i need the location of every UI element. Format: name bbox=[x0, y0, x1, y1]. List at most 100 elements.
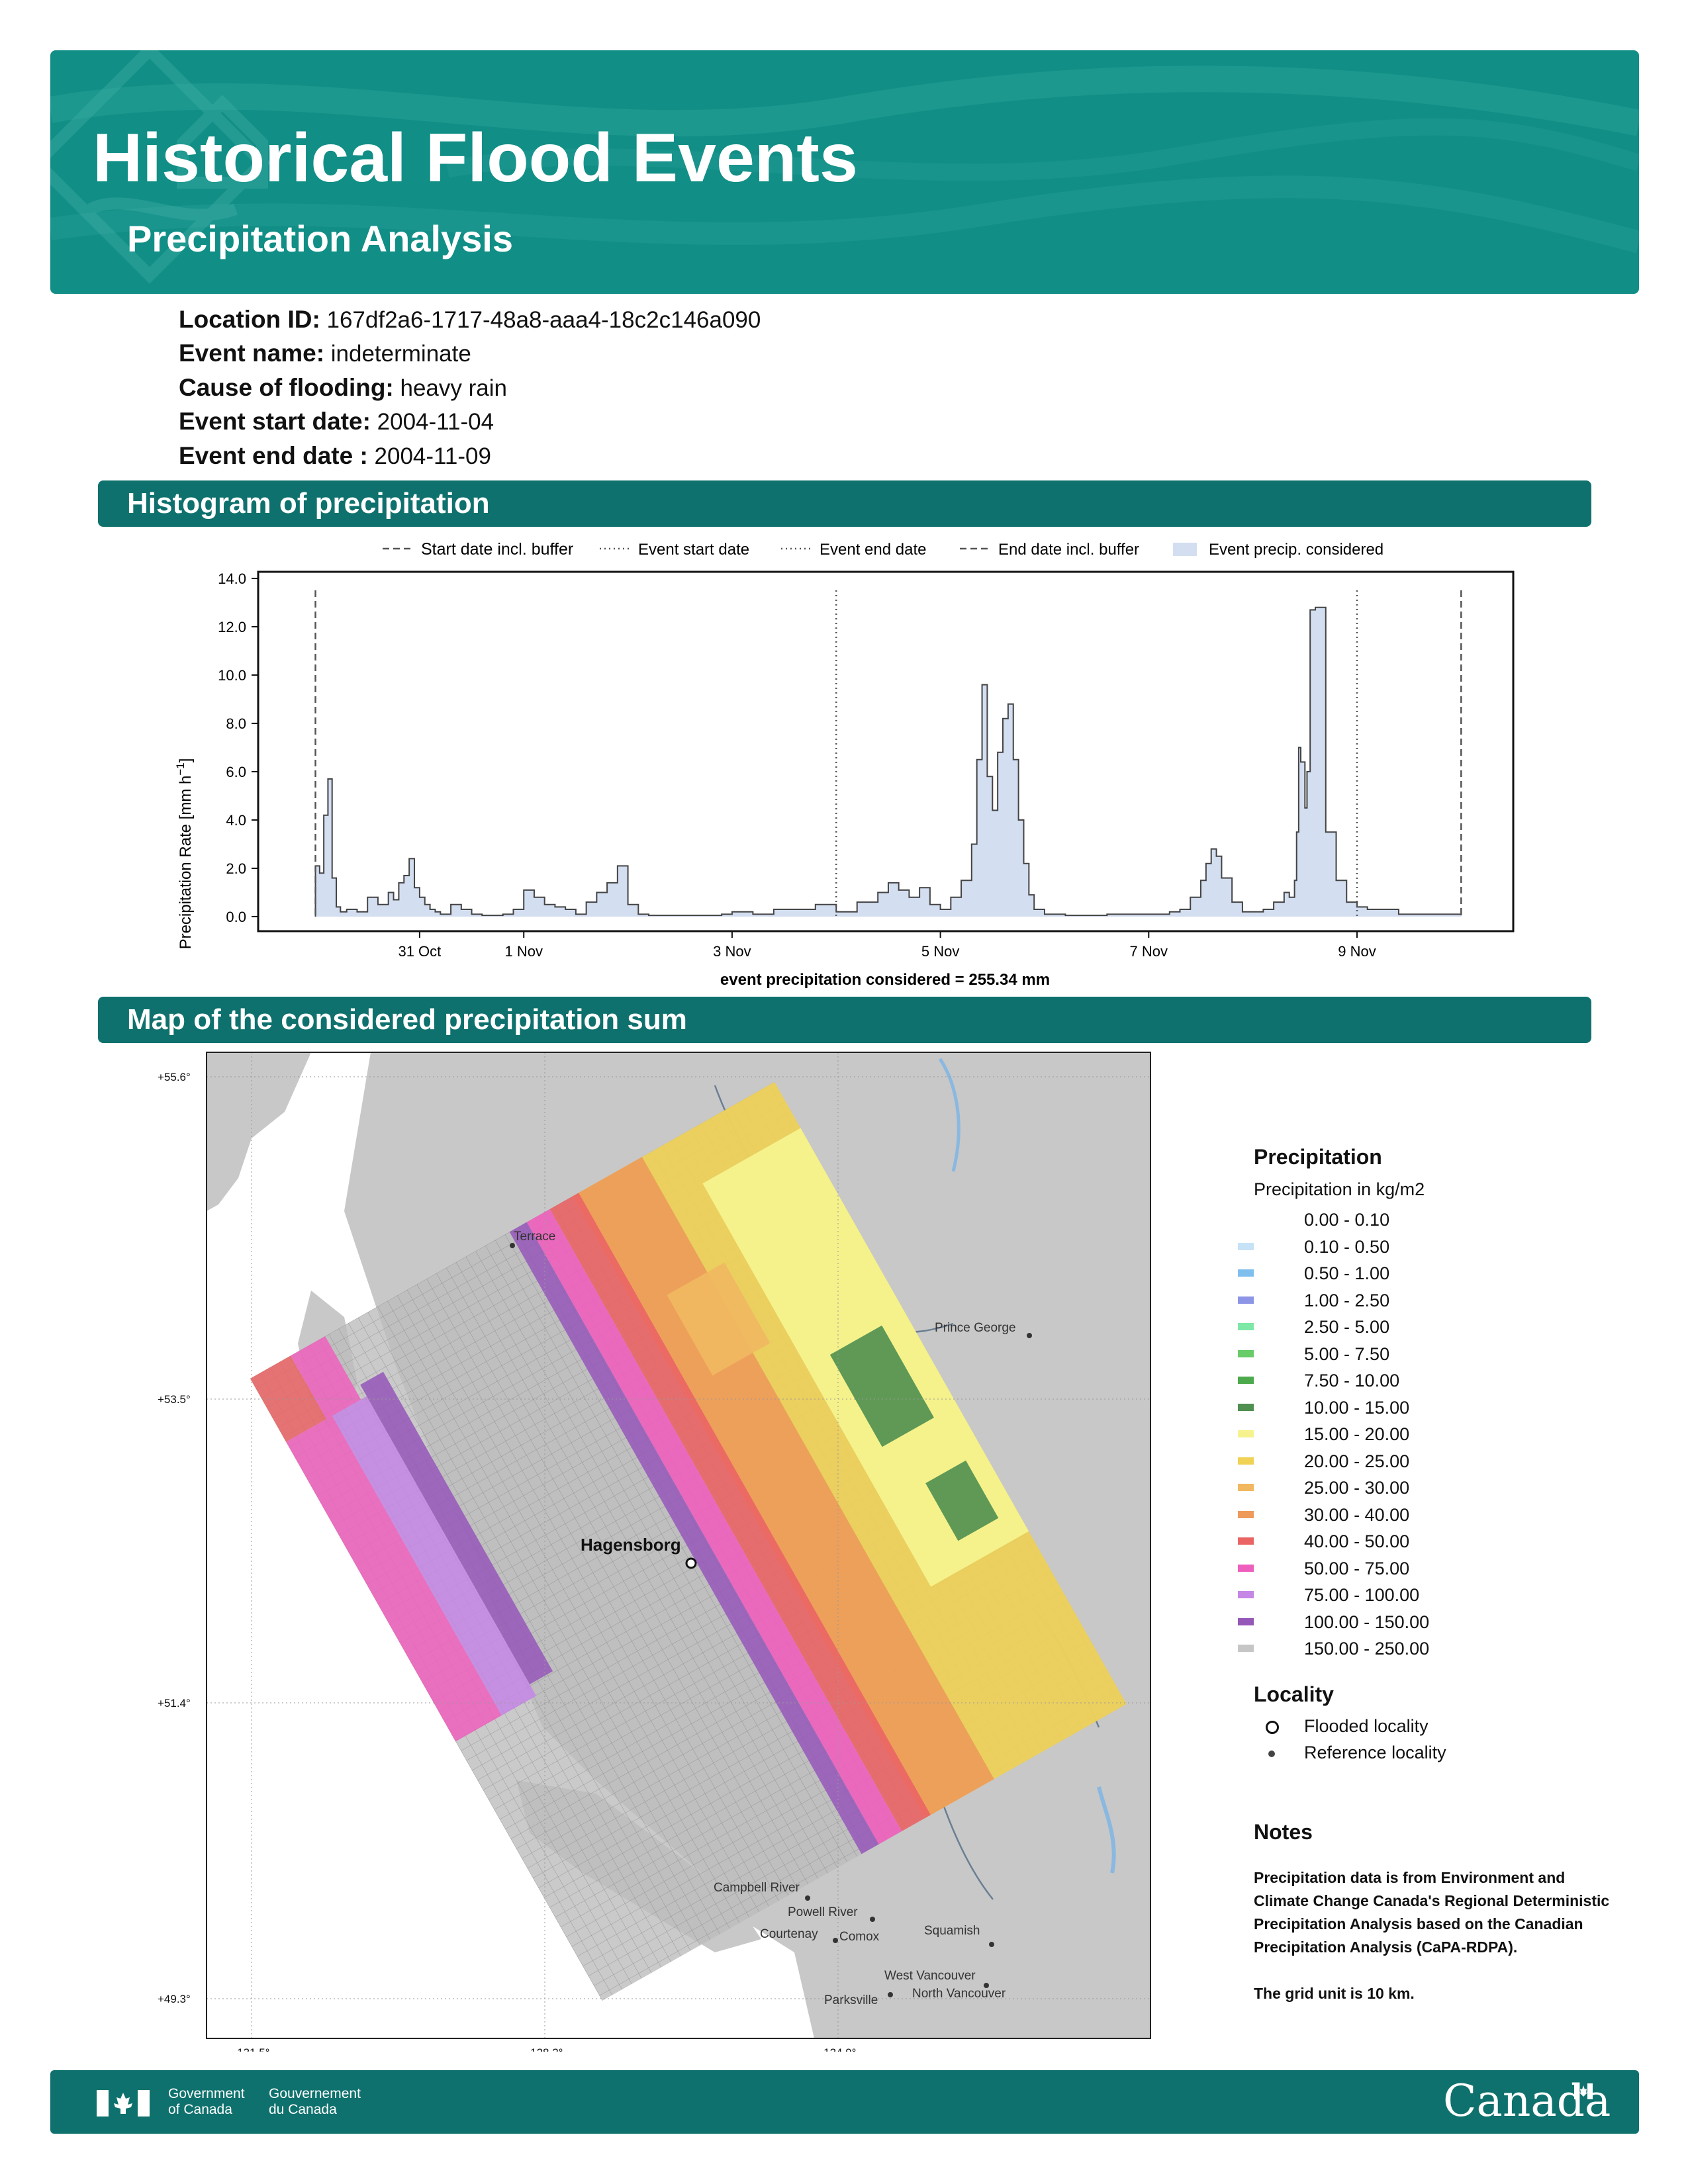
place-terrace: Terrace bbox=[514, 1230, 555, 1244]
government-of-canada: Government of Canada bbox=[168, 2086, 245, 2118]
cell-band-orange bbox=[573, 1157, 994, 1819]
y-tick-label: 14.0 bbox=[218, 570, 246, 587]
legend-title: Precipitation bbox=[1254, 1145, 1382, 1169]
reference-locality-prince-george bbox=[1027, 1333, 1032, 1338]
legend-swatch bbox=[1238, 1484, 1254, 1491]
notes-title: Notes bbox=[1254, 1820, 1313, 1844]
legend-swatch bbox=[1238, 1645, 1254, 1652]
cell-band-violet bbox=[332, 1396, 537, 1715]
legend-item-label: 40.00 - 50.00 bbox=[1304, 1531, 1410, 1551]
cell-band-red bbox=[250, 1355, 327, 1442]
legend-event-precip: Event precip. considered bbox=[1209, 541, 1383, 559]
cell-band-purple bbox=[360, 1371, 553, 1684]
flooded-locality-label: Flooded locality bbox=[1304, 1716, 1429, 1736]
graticule bbox=[207, 1052, 1150, 2038]
precip-step-line bbox=[314, 606, 1462, 917]
flooded-locality-icon bbox=[1266, 1721, 1279, 1734]
locality-title: Locality bbox=[1254, 1682, 1334, 1706]
lon-tick-1: -131.5° bbox=[233, 2046, 269, 2052]
legend-end-buffer: End date incl. buffer bbox=[998, 541, 1139, 559]
notes-source: Precipitation data is from Environment a… bbox=[1254, 1869, 1610, 1956]
place-powell-river: Powell River bbox=[788, 1905, 858, 1919]
legend-item-label: 0.00 - 0.10 bbox=[1304, 1210, 1390, 1230]
legend-item-label: 1.00 - 2.50 bbox=[1304, 1290, 1390, 1310]
place-west-vancouver: West Vancouver bbox=[884, 1969, 976, 1983]
legend-item-label: 0.50 - 1.00 bbox=[1304, 1263, 1390, 1283]
location-id-row: Location ID: 167df2a6-1717-48a8-aaa4-18c… bbox=[179, 306, 761, 334]
lat-tick-3: +51.4° bbox=[158, 1697, 191, 1709]
x-tick-label: 31 Oct bbox=[398, 943, 441, 960]
legend-swatch bbox=[1238, 1296, 1254, 1304]
legend-swatch bbox=[1238, 1430, 1254, 1437]
page-title: Historical Flood Events bbox=[93, 120, 858, 197]
place-parksville: Parksville bbox=[824, 1993, 878, 2007]
legend-subtitle: Precipitation in kg/m2 bbox=[1254, 1179, 1425, 1199]
place-squamish: Squamish bbox=[924, 1924, 980, 1938]
place-courtenay: Courtenay bbox=[760, 1927, 818, 1941]
reference-locality-north-vancouver bbox=[984, 1983, 989, 1988]
y-tick-label: 10.0 bbox=[218, 667, 246, 684]
gov-en-line-1: Government bbox=[168, 2086, 245, 2101]
legend-item-label: 2.50 - 5.00 bbox=[1304, 1317, 1390, 1337]
lon-tick-2: -128.2° bbox=[526, 2046, 563, 2052]
histogram-plot-area: 0.0 2.0 4.0 6.0 8.0 10.0 12.0 14.0 31 Oct 1 Nov 3 … bbox=[218, 570, 1515, 960]
legend-swatch bbox=[1238, 1457, 1254, 1465]
legend-event-start: Event start date bbox=[638, 541, 749, 559]
end-date-row: Event end date : 2004-11-09 bbox=[179, 442, 491, 470]
reference-locality-icon bbox=[1268, 1751, 1275, 1757]
y-tick-label: 6.0 bbox=[226, 764, 246, 780]
start-date-value: 2004-11-04 bbox=[377, 409, 494, 435]
cell-band-pink bbox=[290, 1336, 361, 1420]
cell-band-amber bbox=[667, 1262, 771, 1376]
reference-locality-parksville bbox=[888, 1992, 893, 1997]
south-coast bbox=[794, 1952, 927, 2038]
legend-start-buffer: Start date incl. buffer bbox=[421, 540, 573, 559]
place-campbell-river: Campbell River bbox=[714, 1881, 800, 1895]
cause-row: Cause of flooding: heavy rain bbox=[179, 374, 507, 402]
legend-swatch bbox=[1238, 1349, 1254, 1357]
legend-item-label: 7.50 - 10.00 bbox=[1304, 1371, 1400, 1390]
y-axis-label: Precipitation Rate [mm h−1] bbox=[174, 758, 195, 950]
legend-item-label: 75.00 - 100.00 bbox=[1304, 1585, 1420, 1605]
map-section-header: Map of the considered precipitation sum bbox=[98, 997, 1591, 1043]
end-date-label: Event end date : bbox=[179, 442, 368, 469]
legend-swatch bbox=[1238, 1323, 1254, 1330]
chart-legend: Start date incl. buffer Event start date… bbox=[383, 540, 1383, 559]
legend-swatch bbox=[1238, 1617, 1254, 1625]
legend-item-label: 20.00 - 25.00 bbox=[1304, 1451, 1410, 1471]
reference-locality-squamish bbox=[989, 1942, 994, 1947]
legend-swatch bbox=[1238, 1591, 1254, 1598]
legend-swatch bbox=[1238, 1537, 1254, 1545]
histogram-section-title: Histogram of precipitation bbox=[127, 487, 490, 520]
legend-item-label: 5.00 - 7.50 bbox=[1304, 1343, 1390, 1364]
legend-swatch bbox=[1238, 1269, 1254, 1277]
cell-band-red-east bbox=[549, 1193, 931, 1831]
legend-item-label: 100.00 - 150.00 bbox=[1304, 1612, 1430, 1632]
gouvernement-du-canada: Gouvernement du Canada bbox=[269, 2086, 361, 2118]
legend-swatch bbox=[1238, 1377, 1254, 1384]
footer: Government of Canada Gouvernement du Can… bbox=[50, 2070, 1639, 2134]
legend-swatch bbox=[1238, 1242, 1254, 1250]
cell-band-yellow bbox=[573, 1081, 1127, 1819]
legend-swatch bbox=[1238, 1564, 1254, 1572]
lake bbox=[938, 1058, 961, 1172]
notes-grid-unit: The grid unit is 10 km. bbox=[1254, 1985, 1415, 2002]
event-name-value: indeterminate bbox=[330, 341, 471, 367]
lat-tick-4: +49.3° bbox=[158, 1993, 191, 2005]
gov-en-line-2: of Canada bbox=[168, 2102, 232, 2117]
reference-locality-powell-river bbox=[870, 1917, 875, 1922]
x-tick-label: 1 Nov bbox=[504, 943, 542, 960]
place-north-vancouver: North Vancouver bbox=[912, 1987, 1006, 2001]
event-name-row: Event name: indeterminate bbox=[179, 340, 471, 367]
y-tick-label: 8.0 bbox=[226, 715, 246, 732]
place-comox: Comox bbox=[839, 1930, 880, 1944]
legend-item-label: 10.00 - 15.00 bbox=[1304, 1397, 1410, 1418]
legend-item-label: 150.00 - 250.00 bbox=[1304, 1639, 1430, 1659]
lat-tick-2: +53.5° bbox=[158, 1393, 191, 1406]
gov-fr-line-1: Gouvernement bbox=[269, 2086, 361, 2101]
reference-locality-courtenay bbox=[833, 1938, 838, 1943]
histogram-section-header: Histogram of precipitation bbox=[98, 480, 1591, 527]
location-id-label: Location ID: bbox=[179, 306, 320, 333]
location-id-value: 167df2a6-1717-48a8-aaa4-18c2c146a090 bbox=[326, 307, 761, 333]
legend-item-label: 0.10 - 0.50 bbox=[1304, 1236, 1390, 1257]
